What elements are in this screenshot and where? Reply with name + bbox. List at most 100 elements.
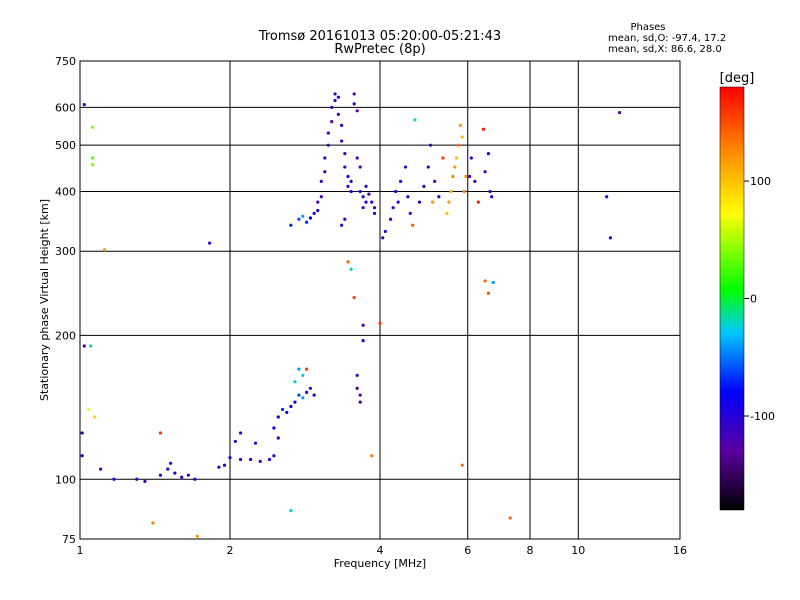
data-point: [483, 279, 487, 283]
data-point: [180, 475, 184, 479]
data-point: [346, 260, 350, 264]
data-point: [460, 135, 464, 139]
data-point: [323, 156, 327, 160]
data-point: [449, 189, 453, 194]
x-tick-label: 16: [673, 544, 687, 557]
x-tick-label: 2: [227, 544, 234, 557]
data-point: [447, 200, 451, 204]
data-point: [340, 223, 344, 227]
data-point: [297, 367, 301, 371]
data-point: [86, 407, 91, 412]
data-point: [378, 321, 382, 325]
data-point: [460, 463, 464, 467]
data-point: [238, 457, 243, 462]
data-point: [112, 477, 116, 481]
data-point: [481, 127, 485, 131]
colorbar-tick-label: 0: [750, 293, 757, 306]
data-point: [388, 217, 393, 221]
colorbar-tick-label: 100: [750, 175, 771, 188]
data-point: [437, 195, 441, 199]
data-point: [289, 508, 293, 513]
data-point: [293, 380, 297, 384]
data-point: [355, 373, 359, 377]
data-points: [80, 92, 622, 538]
data-point: [316, 200, 320, 204]
phase-stats-heading: Phases: [630, 22, 665, 33]
data-point: [195, 534, 199, 538]
x-tick-label: 6: [464, 544, 471, 557]
data-point: [361, 323, 365, 327]
data-point: [308, 386, 313, 390]
data-point: [222, 463, 227, 467]
data-point: [330, 105, 334, 109]
y-axis-label: Stationary phase Virtual Height [km]: [38, 199, 51, 401]
data-point: [102, 248, 107, 252]
data-point: [343, 165, 347, 169]
data-point: [207, 241, 212, 245]
data-point: [358, 400, 362, 404]
data-point: [305, 390, 309, 394]
data-point: [186, 473, 190, 477]
data-point: [352, 92, 356, 96]
data-point: [490, 195, 494, 199]
x-tick-label: 10: [571, 544, 585, 557]
data-point: [228, 456, 232, 460]
data-point: [289, 223, 293, 227]
data-point: [469, 156, 473, 160]
data-point: [413, 118, 417, 122]
x-tick-label: 1: [77, 544, 84, 557]
data-point: [422, 184, 426, 188]
data-point: [333, 92, 337, 96]
data-point: [361, 195, 365, 199]
data-point: [91, 125, 95, 129]
data-point: [333, 98, 337, 103]
data-point: [276, 436, 280, 440]
data-point: [462, 189, 466, 194]
y-tick-label: 400: [55, 185, 76, 198]
data-point: [370, 200, 374, 204]
data-point: [80, 454, 84, 458]
data-point: [358, 165, 362, 169]
data-point: [301, 373, 305, 377]
data-point: [312, 393, 316, 397]
data-point: [608, 236, 613, 240]
data-point: [406, 195, 410, 199]
data-point: [467, 174, 472, 179]
data-point: [361, 339, 365, 343]
data-point: [297, 393, 301, 397]
x-tick-label: 8: [527, 544, 534, 557]
data-point: [355, 109, 359, 113]
data-point: [258, 459, 262, 463]
data-point: [408, 211, 412, 215]
chart-subtitle: RwPretec (8p): [334, 42, 425, 57]
data-point: [340, 123, 344, 127]
data-point: [355, 156, 359, 160]
data-point: [486, 152, 490, 156]
data-point: [343, 152, 347, 156]
phase-stats-o: mean, sd,O: -97.4, 17.2: [608, 33, 726, 44]
data-point: [352, 102, 356, 106]
data-point: [293, 400, 297, 404]
data-point: [312, 211, 316, 215]
data-point: [276, 415, 280, 419]
data-point: [336, 95, 340, 99]
data-point: [456, 143, 461, 147]
y-tick-label: 500: [55, 139, 76, 152]
data-point: [346, 184, 350, 188]
data-point: [280, 407, 285, 412]
data-point: [358, 189, 362, 194]
data-point: [349, 179, 353, 183]
data-point: [82, 344, 86, 348]
data-point: [361, 206, 365, 210]
data-point: [319, 179, 323, 183]
colorbar-tick-label: -100: [750, 410, 775, 423]
data-point: [93, 415, 97, 419]
data-point: [319, 195, 323, 199]
y-tick-label: 300: [55, 245, 76, 258]
data-point: [151, 521, 155, 525]
data-point: [399, 179, 403, 183]
data-point: [336, 112, 340, 116]
data-point: [381, 236, 385, 240]
data-point: [143, 479, 147, 483]
data-point: [430, 200, 435, 204]
